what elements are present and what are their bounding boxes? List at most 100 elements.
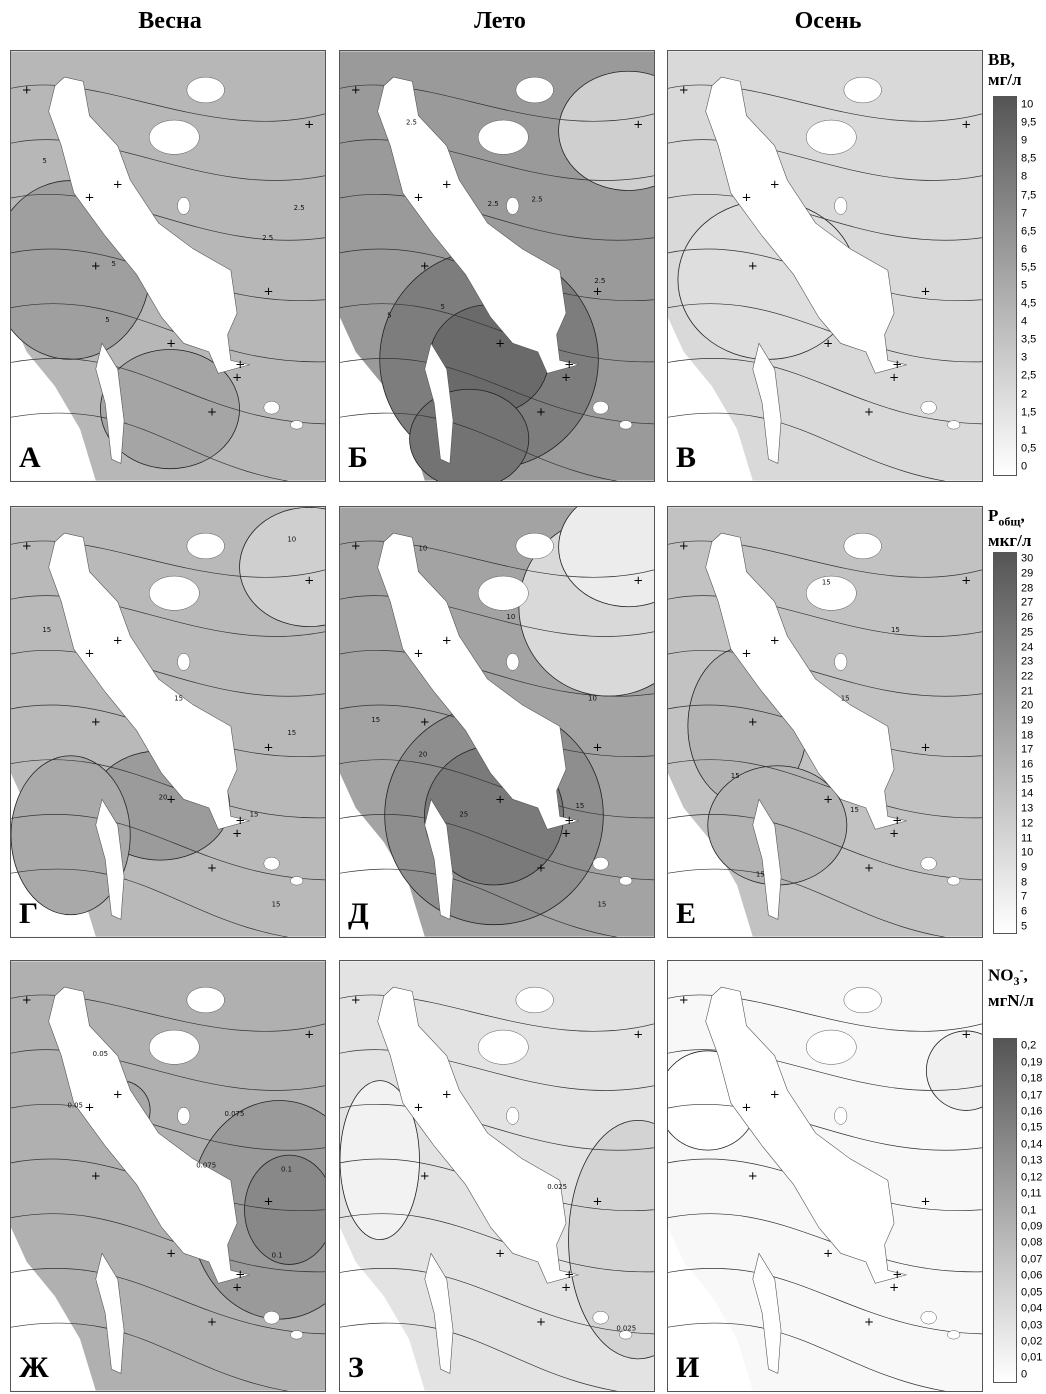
- station-marker: +: [232, 370, 242, 384]
- contour-label: 15: [597, 901, 606, 909]
- water-body: [477, 575, 529, 611]
- lake-water: [377, 986, 579, 1284]
- station-marker: +: [823, 792, 833, 806]
- scale-tick-label: 0,01: [1021, 1351, 1043, 1364]
- station-marker: +: [679, 83, 689, 97]
- water-body: [592, 856, 609, 871]
- outside-area: [340, 1227, 425, 1391]
- station-marker: +: [823, 336, 833, 350]
- contour-line: [11, 1322, 289, 1391]
- water-body: [619, 1330, 633, 1340]
- water-body: [506, 197, 520, 215]
- contour-line: [340, 1322, 618, 1391]
- panel-letter: Е: [676, 897, 697, 930]
- map-panel-4: + + + + + + + + + +10 15 15 15 20 15 15 Г: [10, 506, 326, 938]
- station-marker: +: [235, 1267, 245, 1281]
- water-body: [805, 1029, 857, 1065]
- contour-label: 0.1: [281, 1166, 292, 1174]
- scale-tick-label: 0,08: [1021, 1236, 1043, 1249]
- scale-tick-label: 9: [1021, 134, 1028, 147]
- water-body: [843, 76, 882, 104]
- water-body: [515, 986, 554, 1014]
- station-marker: +: [564, 813, 574, 827]
- station-marker: +: [420, 1169, 430, 1183]
- isoline-zone: [568, 1119, 654, 1360]
- station-marker: +: [263, 1194, 273, 1208]
- scale-tick-label: 0,5: [1021, 442, 1037, 455]
- contour-map: ++++++++++: [668, 961, 982, 1391]
- column-header-summer: Лето: [474, 8, 526, 34]
- station-marker: +: [351, 83, 361, 97]
- scale-tick-label: 14: [1021, 787, 1034, 800]
- contour-label: 2.5: [532, 196, 543, 204]
- contour-line: [11, 193, 325, 241]
- water-body: [805, 575, 857, 611]
- contour-label: 25: [459, 810, 468, 818]
- station-marker: +: [961, 1027, 971, 1041]
- column-header-spring: Весна: [138, 8, 202, 34]
- map-panel-9: + + + + + + + + + + И: [667, 960, 983, 1392]
- station-marker: +: [304, 117, 314, 131]
- water-body: [290, 876, 304, 886]
- water-body: [619, 420, 633, 430]
- contour-line: [668, 1213, 982, 1273]
- contour-line: [340, 412, 618, 481]
- map-panel-3: + + + + + + + + + + В: [667, 50, 983, 482]
- water-body: [920, 1310, 937, 1325]
- isoline-zone: [244, 1154, 325, 1265]
- scale-tick-label: 4,5: [1021, 297, 1037, 310]
- station-marker: +: [351, 539, 361, 553]
- contour-label: 10: [287, 536, 296, 544]
- contour-label: 15: [371, 716, 380, 724]
- scale-tick-label: 0,03: [1021, 1319, 1043, 1331]
- lake-water: [48, 76, 250, 374]
- station-marker: +: [748, 259, 758, 273]
- scale-tick-label: 10: [1021, 98, 1034, 111]
- station-marker: +: [235, 813, 245, 827]
- contour-line: [340, 1213, 654, 1273]
- lake-water: [705, 76, 907, 374]
- station-marker: +: [564, 357, 574, 371]
- lake-arm: [424, 1252, 454, 1374]
- water-body: [834, 1107, 848, 1125]
- water-body: [177, 1107, 191, 1125]
- station-marker: +: [22, 83, 32, 97]
- scale-tick-label: 0: [1021, 460, 1028, 473]
- water-body: [148, 119, 200, 155]
- station-marker: +: [561, 1280, 571, 1294]
- lake-arm: [752, 342, 782, 464]
- isoline-zone: [239, 507, 325, 627]
- station-marker: +: [742, 190, 752, 204]
- contour-line: [11, 868, 289, 937]
- contour-line: [668, 303, 982, 363]
- contour-label: 15: [174, 695, 183, 703]
- column-header-autumn: Осень: [794, 8, 862, 34]
- contour-label: 15: [272, 901, 281, 909]
- water-body: [148, 1029, 200, 1065]
- contour-line: [668, 412, 946, 481]
- scale-tick-label: 8: [1021, 170, 1028, 183]
- scale-tick-label: 7: [1021, 207, 1028, 220]
- contour-label: 2.5: [262, 234, 273, 242]
- contour-label: 15: [576, 802, 585, 810]
- water-body: [186, 76, 225, 104]
- panel-letter: Г: [19, 897, 39, 930]
- station-marker: +: [263, 740, 273, 754]
- station-marker: +: [592, 284, 602, 298]
- station-marker: +: [889, 826, 899, 840]
- contour-line: [11, 1049, 325, 1091]
- panel-letter: И: [676, 1351, 700, 1384]
- scale-tick-label: 0,02: [1021, 1335, 1043, 1348]
- water-body: [477, 119, 529, 155]
- contour-line: [668, 813, 982, 881]
- station-marker: +: [592, 1194, 602, 1208]
- water-body: [177, 653, 191, 671]
- station-marker: +: [742, 1100, 752, 1114]
- scale-tick-label: 5,5: [1021, 261, 1037, 274]
- station-marker: +: [304, 1027, 314, 1041]
- station-marker: +: [679, 993, 689, 1007]
- station-marker: +: [113, 177, 123, 191]
- map-panel-7: + + + + + + + + + +0.05 0.05 0.075 0.075 0.1 0.1 Ж: [10, 960, 326, 1392]
